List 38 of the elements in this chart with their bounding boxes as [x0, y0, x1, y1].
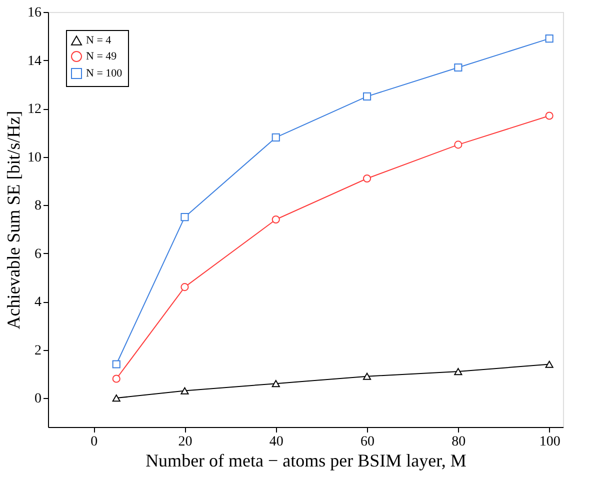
point [545, 112, 554, 120]
y-tick-label: 14 [28, 54, 42, 69]
x-tick-label: 20 [178, 434, 192, 450]
y-tick-label: 2 [34, 343, 42, 358]
y-axis-title: Achievable Sum SE [bit/s/Hz] [4, 110, 24, 330]
y-tick-label: 12 [28, 102, 42, 118]
legend-label: N = 100 [86, 68, 123, 80]
x-tick-label: 40 [269, 434, 284, 450]
point [362, 372, 372, 380]
point [454, 63, 462, 72]
y-tick-label: 6 [34, 246, 42, 262]
point [272, 380, 280, 388]
x-tick-label: 60 [360, 434, 375, 450]
point [545, 34, 554, 43]
point [112, 374, 120, 383]
point [180, 387, 189, 394]
y-tick-label: 0 [34, 392, 42, 407]
legend-label: N = 4 [86, 34, 112, 46]
point [112, 394, 120, 402]
point [112, 360, 120, 368]
x-tick-label: 0 [90, 434, 98, 450]
x-axis-title: Number of meta − atoms per BSIM layer, M [146, 450, 466, 470]
point [362, 92, 372, 100]
point [180, 283, 189, 292]
legend-label: N = 49 [86, 50, 118, 62]
y-tick-label: 4 [34, 295, 42, 310]
point [272, 133, 280, 142]
x-tick-label: 100 [539, 434, 560, 450]
point [362, 174, 372, 183]
y-tick-label: 8 [34, 198, 42, 214]
point [272, 215, 280, 224]
x-tick-label: 80 [452, 434, 466, 450]
point [180, 213, 189, 222]
y-tick-label: 10 [28, 150, 42, 166]
point [545, 360, 554, 368]
y-tick-label: 16 [28, 6, 42, 20]
point [454, 140, 462, 149]
point [454, 368, 462, 376]
